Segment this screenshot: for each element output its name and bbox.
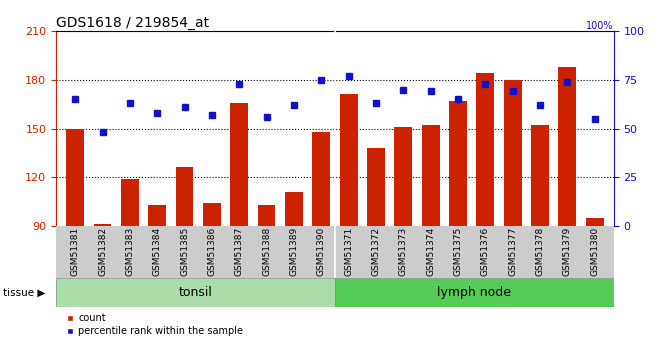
Bar (395, 127, 412, 226)
Text: GSM51387: GSM51387 (235, 227, 244, 276)
Bar (257, 205, 275, 226)
Text: GSM51383: GSM51383 (125, 227, 135, 276)
Bar (312, 132, 330, 226)
Text: GSM51377: GSM51377 (508, 227, 517, 276)
Bar (367, 148, 385, 226)
Text: GSM51380: GSM51380 (590, 227, 599, 276)
Text: GSM51382: GSM51382 (98, 227, 107, 276)
Bar (230, 102, 248, 226)
Bar (203, 203, 221, 226)
Text: GSM51386: GSM51386 (207, 227, 216, 276)
Text: 100%: 100% (586, 21, 614, 31)
Text: GSM51374: GSM51374 (426, 227, 435, 276)
Text: GSM51375: GSM51375 (453, 227, 463, 276)
Bar (422, 125, 440, 226)
Text: GSM51376: GSM51376 (481, 227, 490, 276)
Text: tissue ▶: tissue ▶ (3, 288, 46, 298)
Bar (121, 179, 139, 226)
Bar (56, 278, 335, 307)
Text: tonsil: tonsil (179, 286, 213, 299)
Bar (586, 218, 603, 226)
Legend: count, percentile rank within the sample: count, percentile rank within the sample (61, 309, 248, 340)
Bar (148, 205, 166, 226)
Bar (558, 67, 576, 226)
Text: GSM51390: GSM51390 (317, 227, 326, 276)
Text: GSM51378: GSM51378 (535, 227, 544, 276)
Bar (94, 224, 112, 226)
Text: GSM51372: GSM51372 (372, 227, 380, 276)
Text: GSM51379: GSM51379 (563, 227, 572, 276)
Text: GSM51385: GSM51385 (180, 227, 189, 276)
Text: GSM51389: GSM51389 (290, 227, 298, 276)
Text: GSM51384: GSM51384 (152, 227, 162, 276)
Bar (67, 128, 84, 226)
Bar (340, 95, 358, 226)
Text: GDS1618 / 219854_at: GDS1618 / 219854_at (56, 16, 209, 30)
Bar (449, 101, 467, 226)
Bar (504, 80, 521, 226)
Text: GSM51388: GSM51388 (262, 227, 271, 276)
Bar (531, 125, 549, 226)
Bar (285, 192, 303, 226)
Text: GSM51371: GSM51371 (344, 227, 353, 276)
Bar (335, 278, 614, 307)
Text: GSM51381: GSM51381 (71, 227, 80, 276)
Bar (477, 73, 494, 226)
Text: GSM51373: GSM51373 (399, 227, 408, 276)
Bar (176, 168, 193, 226)
Text: lymph node: lymph node (438, 286, 512, 299)
